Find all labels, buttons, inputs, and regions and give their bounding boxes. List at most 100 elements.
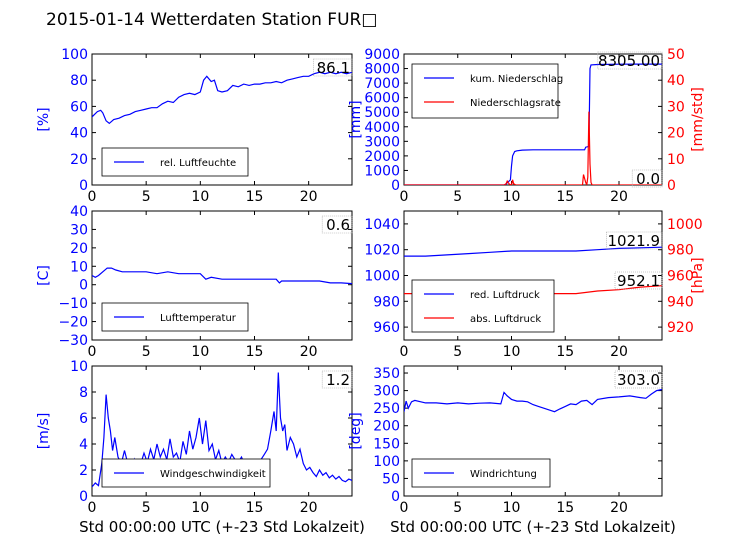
current-value: 303.0 [617, 371, 660, 389]
y2-tick-label: 920 [667, 320, 694, 336]
series-line-wind_direction-0 [404, 388, 662, 413]
legend-box [411, 279, 555, 333]
x-tick-label: 10 [503, 189, 521, 205]
series-line-pressure-0 [404, 246, 662, 257]
y-tick-label: 10 [70, 259, 88, 275]
y-tick-label: 0 [79, 178, 88, 194]
y-tick-label: −10 [58, 296, 88, 312]
current-value-frame [313, 58, 353, 77]
y-tick-label: −30 [58, 333, 88, 349]
y2-axis-label: [hPa] [690, 257, 706, 293]
y-tick-label: 250 [373, 401, 400, 417]
x-tick-label: 15 [246, 500, 264, 516]
y-tick-label: 350 [373, 366, 400, 382]
y-axis-label: [m/s] [36, 413, 52, 450]
x-tick-label: 5 [453, 344, 462, 360]
y2-axis-label: [mm/std] [690, 87, 706, 152]
y-tick-label: 60 [70, 99, 88, 115]
x-tick-label: 0 [88, 344, 97, 360]
y-tick-label: 150 [373, 436, 400, 452]
x-tick-label: 20 [300, 344, 318, 360]
legend-label: Windrichtung [470, 469, 537, 480]
y-tick-label: 0 [391, 489, 400, 505]
y2-tick-label: 40 [667, 73, 685, 89]
current-value: 1.2 [326, 371, 350, 389]
y-tick-label: 1000 [364, 269, 400, 285]
y-tick-label: 20 [70, 152, 88, 168]
panel-humidity: 0 5 10 15 20 0 20 40 60 80 100 [%] rel. Luftfeuchte 8… [36, 47, 353, 205]
y2-tick-label: 1000 [667, 217, 703, 233]
y-tick-label: 4 [79, 437, 88, 453]
y-tick-label: 100 [373, 454, 400, 470]
legend-label: Lufttemperatur [160, 313, 237, 324]
y-tick-label: 6 [79, 411, 88, 427]
series-line-temperature-0 [92, 267, 352, 285]
x-tick-label: 5 [142, 500, 151, 516]
current-value-secondary: 952.1 [617, 272, 660, 290]
current-value: 0.6 [326, 216, 350, 234]
x-tick-label: 10 [191, 344, 209, 360]
current-value-primary-frame [606, 231, 663, 250]
current-value-primary: 8305.00 [598, 52, 660, 70]
x-tick-label: 20 [300, 189, 318, 205]
y-tick-label: 5000 [364, 105, 400, 121]
current-value-secondary-frame [631, 169, 663, 188]
x-tick-label: 10 [503, 500, 521, 516]
y-tick-label: 3000 [364, 134, 400, 150]
y-tick-label: 2 [79, 463, 88, 479]
y-tick-label: 50 [382, 471, 400, 487]
legend-label: abs. Luftdruck [470, 314, 541, 325]
y2-tick-label: 960 [667, 269, 694, 285]
x-tick-label: 5 [453, 189, 462, 205]
x-tick-label: 0 [400, 500, 409, 516]
legend-box [411, 63, 559, 119]
panel-temperature: 0 5 10 15 20 −30 −20 −10 0 10 20 30 40 [C] Lufttempera… [36, 204, 353, 360]
y-tick-label: 80 [70, 73, 88, 89]
current-value-primary: 1021.9 [608, 232, 661, 250]
y-tick-label: 6000 [364, 91, 400, 107]
y-tick-label: −20 [58, 315, 88, 331]
current-value-secondary: 0.0 [636, 170, 660, 188]
current-value-frame [321, 215, 353, 234]
series-line-precipitation-1 [404, 111, 662, 185]
x-axis-label-right: Std 00:00:00 UTC (+-23 Std Lokalzeit) [390, 518, 676, 536]
x-tick-label: 0 [88, 189, 97, 205]
y-tick-label: 1040 [364, 217, 400, 233]
x-tick-label: 0 [400, 344, 409, 360]
panel-wind_direction: 0 5 10 15 20050100150200250300350[deg]Windri… [348, 365, 663, 516]
x-tick-label: 0 [88, 500, 97, 516]
legend-label: rel. Luftfeuchte [160, 158, 236, 169]
x-tick-label: 5 [142, 189, 151, 205]
panel-wind_speed: 0 5 10 15 20 0 2 4 6 8 10 [m/s] Windgeschwindigkeit 1… [36, 359, 353, 516]
panel-precipitation: 0 5 10 15 2001000200030004000500060007000800… [348, 47, 706, 205]
y-tick-label: 4000 [364, 120, 400, 136]
y-tick-label: 980 [373, 294, 400, 310]
y-tick-label: 2000 [364, 149, 400, 165]
y-tick-label: 100 [61, 47, 88, 63]
y-tick-label: 1020 [364, 243, 400, 259]
x-tick-label: 10 [191, 189, 209, 205]
legend-label: Windgeschwindigkeit [160, 469, 266, 480]
x-tick-label: 5 [453, 500, 462, 516]
x-tick-label: 20 [610, 189, 628, 205]
x-tick-label: 15 [556, 344, 574, 360]
y-tick-label: 40 [70, 204, 88, 220]
y2-tick-label: 940 [667, 294, 694, 310]
x-tick-label: 0 [400, 189, 409, 205]
y-tick-label: 7000 [364, 76, 400, 92]
y-tick-label: 0 [79, 489, 88, 505]
y-tick-label: 1000 [364, 163, 400, 179]
current-value-frame [321, 370, 353, 389]
y-tick-label: 9000 [364, 47, 400, 63]
legend-label: kum. Niederschlag [470, 74, 563, 85]
y2-tick-label: 30 [667, 99, 685, 115]
x-axis-label-left: Std 00:00:00 UTC (+-23 Std Lokalzeit) [79, 518, 365, 536]
y2-tick-label: 20 [667, 126, 685, 142]
figure-title: 2015-01-14 Wetterdaten Station FUR□ [46, 10, 378, 30]
y2-tick-label: 0 [667, 178, 676, 194]
y2-tick-label: 50 [667, 47, 685, 63]
y-tick-label: 960 [373, 320, 400, 336]
x-tick-label: 5 [142, 344, 151, 360]
y-tick-label: 0 [391, 178, 400, 194]
x-tick-label: 10 [503, 344, 521, 360]
